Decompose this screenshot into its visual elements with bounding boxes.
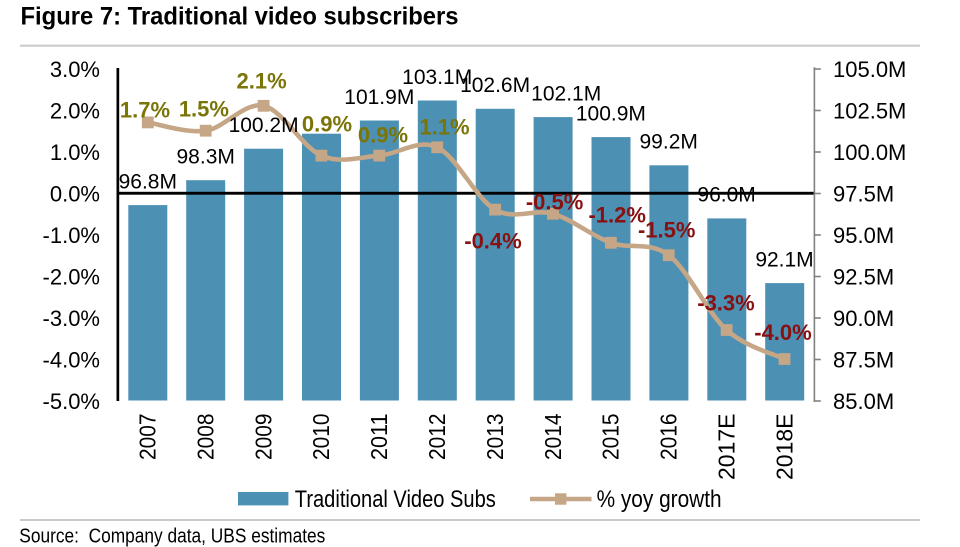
svg-text:-3.3%: -3.3% <box>697 290 754 315</box>
svg-text:0.0%: 0.0% <box>50 182 100 207</box>
svg-text:98.3M: 98.3M <box>177 146 235 169</box>
svg-text:Figure 7: Traditional video su: Figure 7: Traditional video subscribers <box>21 3 459 31</box>
svg-text:2015: 2015 <box>598 414 624 461</box>
svg-text:87.5M: 87.5M <box>833 348 894 373</box>
svg-text:96.8M: 96.8M <box>119 170 177 193</box>
svg-text:2009: 2009 <box>250 414 276 461</box>
svg-text:97.5M: 97.5M <box>833 182 894 207</box>
svg-text:100.2M: 100.2M <box>229 114 299 137</box>
svg-text:-1.2%: -1.2% <box>588 203 645 228</box>
svg-text:1.5%: 1.5% <box>179 96 229 121</box>
svg-text:2014: 2014 <box>540 413 566 460</box>
svg-text:85.0M: 85.0M <box>833 389 894 414</box>
svg-text:105.0M: 105.0M <box>833 57 906 82</box>
svg-text:92.5M: 92.5M <box>833 265 894 290</box>
svg-text:0.9%: 0.9% <box>302 111 352 136</box>
svg-text:-5.0%: -5.0% <box>43 389 100 414</box>
svg-text:0.9%: 0.9% <box>358 122 408 147</box>
svg-text:1.7%: 1.7% <box>120 97 170 122</box>
svg-text:102.1M: 102.1M <box>531 82 601 105</box>
svg-text:-0.4%: -0.4% <box>464 228 521 253</box>
svg-text:2011: 2011 <box>366 414 392 461</box>
svg-text:1.0%: 1.0% <box>50 140 100 165</box>
svg-text:90.0M: 90.0M <box>833 306 894 331</box>
svg-text:95.0M: 95.0M <box>833 223 894 248</box>
svg-text:2018E: 2018E <box>771 414 797 481</box>
svg-text:103.1M: 103.1M <box>402 66 472 89</box>
svg-text:2007: 2007 <box>135 414 161 461</box>
svg-text:101.9M: 101.9M <box>344 86 414 109</box>
svg-text:2.1%: 2.1% <box>237 68 287 93</box>
svg-text:100.9M: 100.9M <box>576 102 646 125</box>
svg-text:102.6M: 102.6M <box>460 74 530 97</box>
svg-text:102.5M: 102.5M <box>833 99 906 124</box>
svg-text:96.0M: 96.0M <box>697 184 755 207</box>
svg-text:2016: 2016 <box>656 414 682 461</box>
svg-text:99.2M: 99.2M <box>640 131 698 154</box>
svg-text:% yoy growth: % yoy growth <box>597 486 722 513</box>
svg-text:2.0%: 2.0% <box>50 99 100 124</box>
svg-text:2008: 2008 <box>192 414 218 461</box>
svg-text:3.0%: 3.0% <box>50 57 100 82</box>
svg-text:92.1M: 92.1M <box>755 248 813 271</box>
svg-text:2010: 2010 <box>308 414 334 461</box>
svg-text:-4.0%: -4.0% <box>754 320 811 345</box>
svg-text:-1.5%: -1.5% <box>638 218 695 243</box>
svg-text:-2.0%: -2.0% <box>43 265 100 290</box>
svg-text:2012: 2012 <box>424 414 450 461</box>
svg-text:-0.5%: -0.5% <box>526 189 583 214</box>
svg-text:Traditional Video Subs: Traditional Video Subs <box>295 486 496 513</box>
svg-text:-1.0%: -1.0% <box>43 223 100 248</box>
svg-text:-4.0%: -4.0% <box>43 348 100 373</box>
svg-text:Source: Company data, UBS est: Source: Company data, UBS estimates <box>19 525 325 547</box>
svg-text:2013: 2013 <box>482 414 508 461</box>
svg-text:-3.0%: -3.0% <box>43 306 100 331</box>
svg-text:2017E: 2017E <box>714 414 740 481</box>
svg-text:1.1%: 1.1% <box>419 115 469 140</box>
svg-text:100.0M: 100.0M <box>833 140 906 165</box>
